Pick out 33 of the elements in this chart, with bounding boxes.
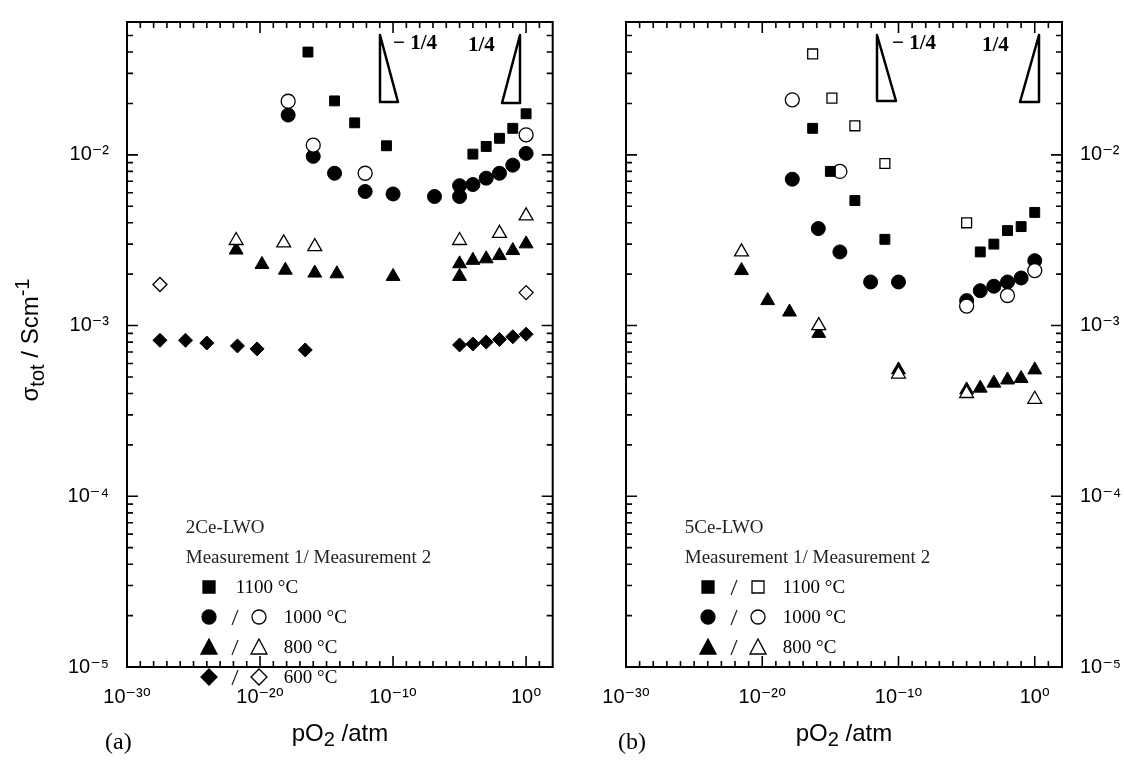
x-tick-label: 10⁻³⁰ [103, 684, 151, 707]
x-axis-title: pO$_{2}$ /atm [291, 718, 389, 752]
x-tick-label: 10⁰ [510, 684, 542, 707]
y-tick-label: 10⁻⁵ [67, 654, 109, 677]
text: (a) [105, 728, 132, 755]
legend-title: 5Ce-LWO Measurement 1/ Measurement 2 [684, 515, 931, 570]
legend-title: 2Ce-LWO Measurement 1/ Measurement 2 [185, 515, 432, 570]
text: (b) [618, 728, 646, 755]
legend-label: 600 °C [283, 666, 338, 689]
x-tick-label: 10⁻¹⁰ [874, 684, 923, 707]
y-tick-label: 10⁻⁵ [1080, 654, 1122, 677]
x-tick-label: 10⁰ [1019, 684, 1050, 707]
legend-label: 1000 °C [782, 606, 846, 629]
y-tick-label: 10⁻⁴ [1080, 483, 1122, 506]
x-tick-label: 10⁻³⁰ [602, 684, 650, 707]
x-tick-label: 10⁻¹⁰ [369, 684, 417, 707]
legend-label: 1100 °C [235, 576, 299, 599]
legend-label: 1000 °C [283, 606, 347, 629]
y-tick-label: 10⁻³ [69, 313, 110, 336]
y-tick-label: 10⁻² [1080, 142, 1120, 165]
x-tick-label: 10⁻²⁰ [236, 684, 284, 707]
x-tick-label: 10⁻²⁰ [738, 684, 786, 707]
y-tick-label: 10⁻⁴ [67, 483, 109, 506]
y-tick-label: 10⁻³ [1080, 313, 1120, 336]
annotation: 1/4 [468, 32, 495, 57]
legend-label: 1100 °C [782, 576, 846, 599]
x-axis-title: pO$_{2}$ /atm [795, 718, 893, 752]
annotation: 1/4 [982, 32, 1009, 57]
annotation: − 1/4 [892, 30, 937, 55]
annotation: − 1/4 [393, 30, 438, 55]
legend-label: 800 °C [782, 636, 837, 659]
legend-label: 800 °C [283, 636, 338, 659]
y-tick-label: 10⁻² [69, 142, 110, 165]
